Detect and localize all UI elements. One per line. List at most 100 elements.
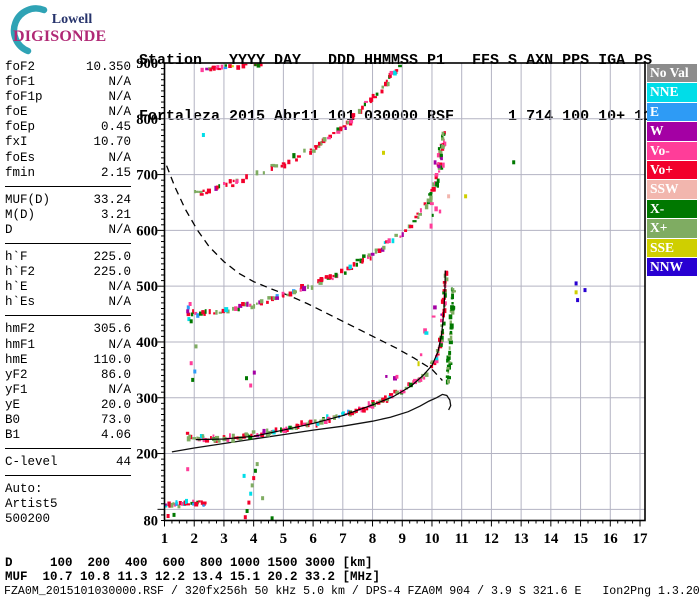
echo-trace-F-trace-2nd-hop: [186, 131, 446, 318]
param-divider: [5, 238, 131, 245]
param-label: D: [5, 222, 13, 237]
param-label: fxI: [5, 135, 28, 150]
x-axis-label: 7: [339, 531, 347, 547]
param-label: Auto:: [5, 482, 43, 497]
param-label: B0: [5, 412, 21, 427]
legend-item-vo: Vo+: [647, 160, 697, 180]
param-label: yF1: [5, 382, 28, 397]
x-axis-label: 3: [220, 531, 228, 547]
echo-trace-F-trace-4th-hop: [200, 63, 263, 73]
param-label: fmin: [5, 165, 36, 180]
legend-item-w: W: [647, 122, 697, 141]
footer-info: FZA0M_2015101030000.RSF / 320fx256h 50 k…: [4, 585, 700, 598]
param-value: N/A: [108, 295, 131, 310]
param-row: foF2 10.350: [5, 60, 131, 75]
param-row: 500200: [5, 512, 131, 527]
logo-lowell-text: Lowell: [51, 12, 93, 27]
echo-trace-2nd-hop-cusp-spread: [429, 141, 447, 229]
param-value: 225.0: [93, 265, 131, 280]
x-axis-label: 11: [455, 531, 469, 547]
x-axis-label: 15: [573, 531, 588, 547]
y-axis-label: 700: [136, 168, 158, 184]
param-value: N/A: [108, 222, 131, 237]
legend-item-sse: SSE: [647, 238, 697, 257]
param-row: M(D) 3.21: [5, 208, 131, 223]
param-value: 73.0: [100, 412, 131, 427]
param-label: foF1: [5, 75, 36, 90]
legend-item-noval: No Val: [647, 64, 697, 83]
x-axis-label: 16: [603, 531, 619, 547]
y-axis-label: 500: [136, 279, 158, 295]
x-axis-label: 12: [484, 531, 499, 547]
legend-item-nnw: NNW: [647, 257, 697, 277]
x-axis-label: 4: [250, 531, 258, 547]
logo-arc-icon: [10, 5, 48, 55]
y-axis-label: 400: [136, 335, 158, 351]
param-label: foE: [5, 105, 28, 120]
axis-ticks: [157, 62, 641, 527]
gridlines: [164, 63, 645, 521]
param-row: foEs N/A: [5, 151, 131, 166]
y-axis-label: 900: [136, 56, 158, 72]
echo-trace-F-trace-1st-hop-X-tail: [445, 287, 456, 385]
y-axis-label: 80: [144, 514, 159, 530]
y-axis-label: 300: [136, 391, 158, 407]
param-divider: [5, 443, 131, 450]
legend-item-x: X+: [647, 219, 697, 238]
x-axis-label: 8: [369, 531, 377, 547]
param-row: fmin 2.15: [5, 166, 131, 181]
param-value: 2.15: [100, 165, 131, 180]
y-axis-label: 800: [136, 112, 158, 128]
param-row: D N/A: [5, 223, 131, 238]
param-value: 110.0: [93, 352, 131, 367]
param-value: 33.24: [93, 192, 131, 207]
param-value: 44: [115, 455, 131, 470]
param-row: h`E N/A: [5, 280, 131, 295]
param-row: h`Es N/A: [5, 295, 131, 310]
legend-item-e: E: [647, 102, 697, 122]
param-row: B1 4.06: [5, 428, 131, 443]
param-label: hmF1: [5, 337, 36, 352]
param-label: hmE: [5, 352, 28, 367]
param-value: N/A: [108, 280, 131, 295]
artist-fitted-trace: [195, 270, 446, 441]
x-axis-label: 1: [161, 531, 169, 547]
param-row: C-level 44: [5, 455, 131, 470]
logo-digisonde-text: DIGISONDE: [13, 28, 107, 45]
param-divider: [5, 310, 131, 317]
x-axis-label: 17: [633, 531, 649, 547]
param-value: 10.70: [93, 135, 131, 150]
param-label: h`Es: [5, 295, 36, 310]
isolated-echo-points: [166, 133, 587, 521]
legend-item-vo: Vo-: [647, 141, 697, 160]
x-axis-label: 14: [543, 531, 559, 547]
param-row: h`F 225.0: [5, 250, 131, 265]
param-value: 86.0: [100, 367, 131, 382]
param-row: Artist5: [5, 497, 131, 512]
param-label: h`E: [5, 280, 28, 295]
param-divider: [5, 181, 131, 187]
param-label: M(D): [5, 207, 36, 222]
ionogram-data-layer: [165, 63, 587, 521]
plot-border: [163, 62, 646, 522]
echo-trace-F-trace-3rd-hop: [194, 64, 402, 196]
param-value: 305.6: [93, 322, 131, 337]
param-row: foF1p N/A: [5, 90, 131, 105]
true-height-profile-curve: [171, 393, 452, 453]
legend-item-x: X-: [647, 199, 697, 219]
param-label: MUF(D): [5, 192, 51, 207]
param-label: yF2: [5, 367, 28, 382]
y-axis-label: 600: [136, 223, 158, 239]
distance-row: D 100 200 400 600 800 1000 1500 3000 [km…: [5, 556, 373, 570]
param-row: fxI 10.70: [5, 135, 131, 150]
station-header-line2: Fortaleza 2015 Abr11 101 030000 RSF 1 71…: [139, 107, 653, 125]
axis-labels: 1 2 3 4 5 6 7 8 9 10 11 12 13 14 15 16 17802003004005006…: [136, 56, 648, 547]
muf-row: MUF 10.7 10.8 11.3 12.2 13.4 15.1 20.2 3…: [5, 570, 381, 584]
param-value: 10.350: [85, 60, 131, 74]
param-value: 20.0: [100, 397, 131, 412]
param-row: yE 20.0: [5, 398, 131, 413]
param-row: yF1 N/A: [5, 383, 131, 398]
param-label: h`F: [5, 250, 28, 265]
